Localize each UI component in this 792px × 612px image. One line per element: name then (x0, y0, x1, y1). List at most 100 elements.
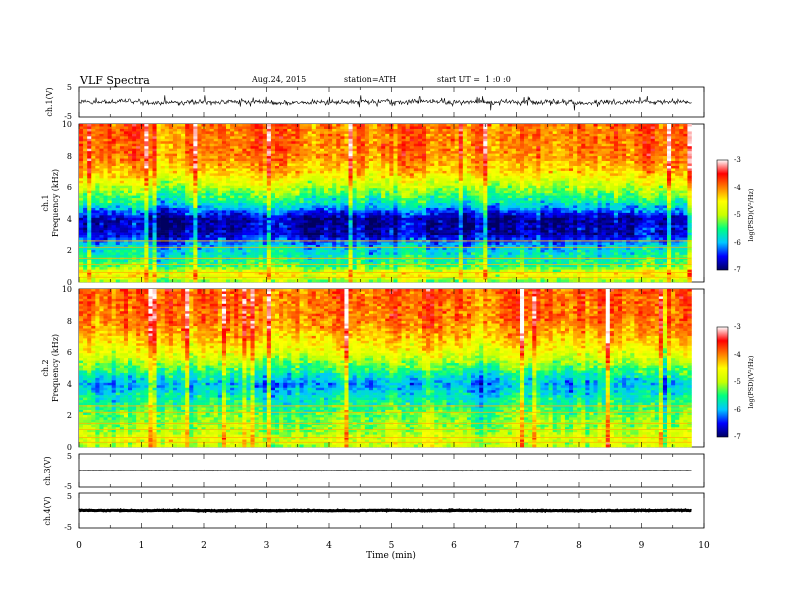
spectrogram-cell (132, 138, 137, 142)
spectrogram-cell (613, 163, 619, 167)
spectrogram-cell (466, 163, 472, 167)
spectrogram-cell (495, 124, 500, 127)
spectrogram-cell (352, 148, 357, 152)
spectrogram-cell (589, 180, 594, 184)
spectrogram-cell (577, 158, 582, 162)
spectrogram-cell (128, 163, 133, 167)
spectrogram-cell (577, 200, 582, 204)
spectrogram-cell (622, 138, 627, 142)
spectrogram-cell (662, 161, 668, 164)
spectrogram-cell (315, 183, 321, 187)
spectrogram-cell (332, 141, 337, 145)
spectrogram-cell (344, 173, 349, 177)
spectrogram-cell (540, 173, 545, 177)
spectrogram-cell (328, 165, 333, 169)
spectrogram-cell (662, 188, 668, 191)
spectrogram-cell (626, 131, 631, 135)
spectrogram-cell (454, 175, 460, 179)
spectrogram-cell (201, 146, 206, 149)
spectrogram-cell (662, 126, 668, 130)
spectrogram-cell (679, 190, 684, 194)
spectrogram-cell (483, 128, 488, 132)
spectrogram-cell (328, 124, 333, 127)
spectrogram-cell (389, 168, 394, 172)
spectrogram-cell (189, 148, 194, 152)
spectrogram-cell (475, 188, 480, 191)
spectrogram-cell (373, 131, 378, 135)
spectrogram-cell (564, 170, 570, 174)
spectrogram-cell (487, 126, 492, 130)
spectrogram-cell (589, 156, 594, 159)
spectrogram-cell (430, 133, 435, 137)
spectrogram-cell (409, 198, 415, 201)
spectrogram-cell (515, 124, 521, 127)
spectrogram-cell (311, 156, 317, 159)
spectrogram-cell (201, 138, 206, 142)
spectrogram-cell (581, 185, 586, 189)
spectrogram-cell (140, 168, 145, 172)
spectrogram-cell (450, 168, 455, 172)
spectrogram-cell (360, 198, 366, 201)
spectrogram-cell (613, 143, 619, 147)
spectrogram-cell (446, 126, 451, 130)
spectrogram-cell (646, 161, 651, 164)
spectrogram-cell (462, 128, 468, 132)
spectrogram-cell (560, 190, 566, 194)
spectrogram-cell (107, 128, 112, 132)
spectrogram-cell (99, 156, 104, 159)
spectrogram-cell (324, 178, 329, 182)
spectrogram-cell (675, 188, 680, 191)
spectrogram-cell (593, 188, 598, 191)
spectrogram-cell (270, 170, 276, 174)
spectrogram-cell (556, 185, 562, 189)
spectrogram-cell (405, 178, 411, 182)
spectrogram-cell (140, 148, 145, 152)
spectrogram-cell (140, 141, 145, 145)
spectrogram-cell (569, 161, 574, 164)
spectrogram-cell (197, 146, 202, 149)
spectrogram-cell (552, 175, 558, 179)
spectrogram-cell (548, 168, 553, 172)
spectrogram-cell (687, 131, 692, 135)
spectrogram-cell (475, 143, 480, 147)
spectrogram-cell (217, 168, 223, 172)
spectrogram-cell (564, 165, 570, 169)
spectrogram-cell (630, 173, 635, 177)
spectrogram-cell (422, 161, 427, 164)
spectrogram-cell (613, 170, 619, 174)
spectrogram-cell (475, 200, 480, 204)
spectrogram-cell (618, 126, 623, 130)
spectrogram-cell (168, 131, 174, 135)
spectrogram-cell (275, 183, 280, 187)
spectrogram-cell (250, 178, 255, 182)
spectrogram-cell (564, 198, 570, 201)
spectrogram-cell (299, 138, 304, 142)
spectrogram-cell (328, 183, 333, 187)
spectrogram-cell (503, 158, 509, 162)
spectrogram-cell (466, 195, 472, 199)
spectrogram-cell (413, 148, 419, 152)
spectrogram-cell (348, 138, 353, 142)
spectrogram-cell (458, 151, 464, 154)
spectrogram-cell (483, 193, 488, 196)
spectrogram-cell (540, 138, 545, 142)
spectrogram-cell (230, 175, 235, 179)
spectrogram-cell (336, 203, 341, 206)
spectrogram-cell (119, 180, 125, 184)
spectrogram-cell (115, 185, 121, 189)
spectrogram-cell (385, 148, 390, 152)
spectrogram-cell (336, 198, 341, 201)
spectrogram-cell (442, 141, 447, 145)
spectrogram-cell (230, 141, 235, 145)
spectrogram-cell (217, 183, 223, 187)
spectrogram-cell (230, 161, 235, 164)
spectrogram-cell (479, 203, 484, 206)
spectrogram-cell (250, 138, 255, 142)
spectrogram-cell (675, 128, 680, 132)
spectrogram-cell (499, 128, 504, 132)
spectrogram-cell (589, 136, 594, 140)
spectrogram-cell (552, 156, 558, 159)
spectrogram-cell (409, 151, 415, 154)
spectrogram-cell (466, 173, 472, 177)
spectrogram-cell (99, 131, 104, 135)
